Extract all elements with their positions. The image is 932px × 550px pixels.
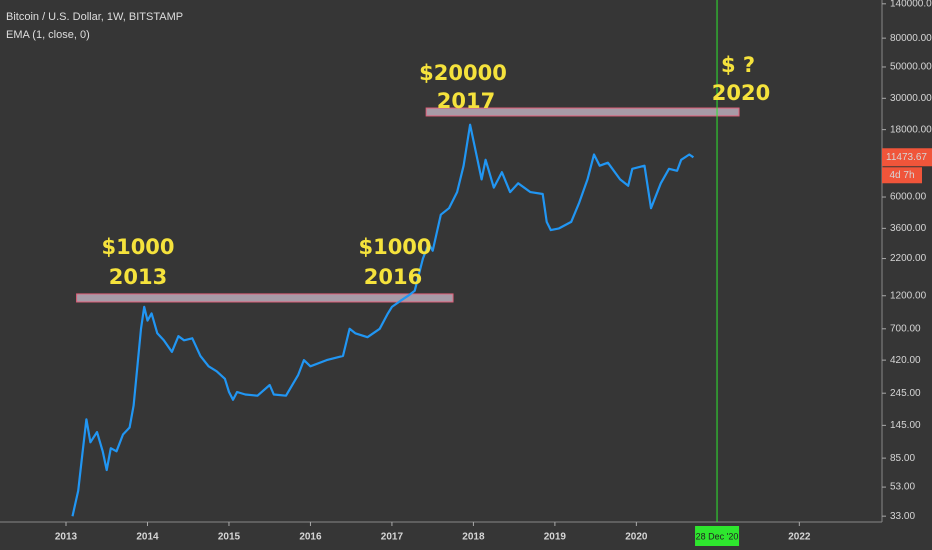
y-tick-label: 53.00: [890, 482, 915, 493]
annotation: $1000: [101, 235, 174, 259]
x-tick-label: 2022: [788, 532, 811, 543]
y-tick-label: 245.00: [890, 388, 921, 399]
annotation: 2020: [712, 81, 770, 105]
annotation: $20000: [419, 61, 507, 85]
price-zone: [76, 293, 454, 303]
y-tick-label: 140000.00: [890, 0, 932, 9]
x-tick-label: 2018: [462, 532, 485, 543]
y-tick-label: 18000.00: [890, 124, 932, 135]
y-tick-label: 30000.00: [890, 93, 932, 104]
chart-title: Bitcoin / U.S. Dollar, 1W, BITSTAMP: [6, 11, 183, 23]
y-tick-label: 145.00: [890, 420, 921, 431]
crosshair-label: 28 Dec '20: [696, 531, 739, 541]
last-price-label: 11473.67: [886, 152, 927, 163]
y-tick-label: 80000.00: [890, 33, 932, 44]
y-tick-label: 1200.00: [890, 290, 927, 301]
y-tick-label: 50000.00: [890, 62, 932, 73]
x-tick-label: 2016: [299, 532, 322, 543]
y-tick-label: 420.00: [890, 355, 921, 366]
y-tick-label: 85.00: [890, 453, 915, 464]
x-tick-label: 2017: [381, 532, 404, 543]
price-zone: [425, 107, 740, 117]
last-price-bg: [882, 148, 932, 167]
countdown-label: 4d 7h: [889, 170, 914, 181]
x-tick-label: 2019: [544, 532, 567, 543]
chart-subtitle: EMA (1, close, 0): [6, 29, 90, 41]
y-tick-label: 33.00: [890, 511, 915, 522]
countdown-bg: [882, 167, 922, 184]
y-tick-label: 3600.00: [890, 223, 927, 234]
x-tick-label: 2013: [55, 532, 78, 543]
annotation: $ ?: [721, 53, 755, 77]
x-tick-label: 2020: [625, 532, 648, 543]
crosshair-label-bg: [695, 526, 740, 546]
price-line: [71, 123, 695, 517]
x-tick-label: 2015: [218, 532, 241, 543]
x-tick-label: 2014: [136, 532, 159, 543]
annotation: 2017: [437, 89, 495, 113]
annotation: 2016: [364, 265, 422, 289]
annotation: $1000: [358, 235, 431, 259]
y-tick-label: 6000.00: [890, 192, 927, 203]
y-tick-label: 2200.00: [890, 253, 927, 264]
y-tick-label: 700.00: [890, 323, 921, 334]
annotation: 2013: [109, 265, 167, 289]
